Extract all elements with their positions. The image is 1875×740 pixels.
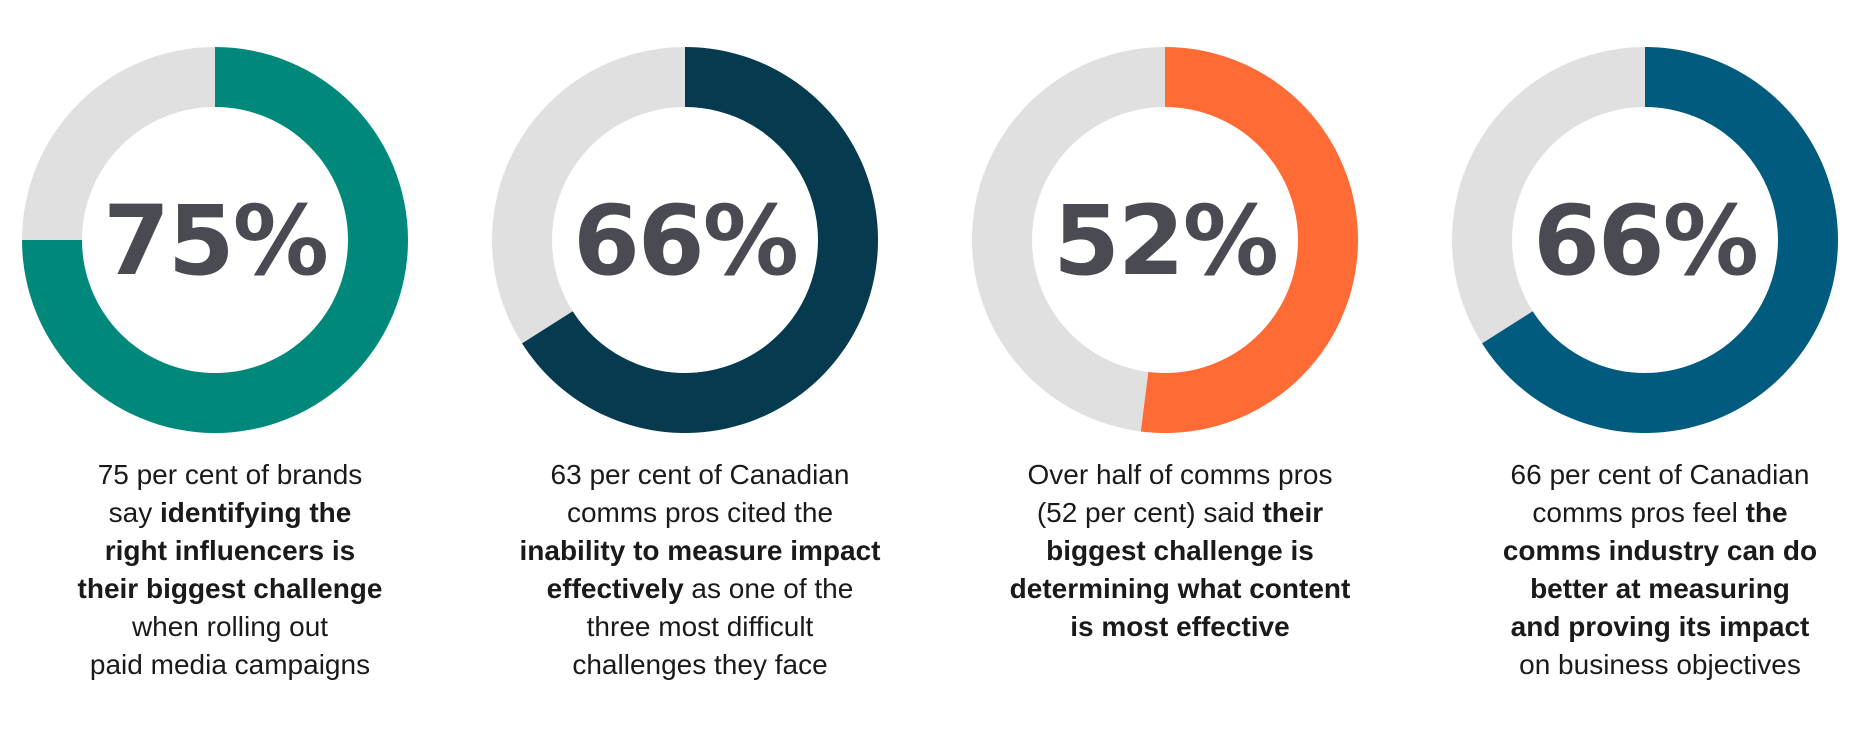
caption-emphasis: identifying the <box>160 497 352 528</box>
caption-text: when rolling out <box>131 611 329 642</box>
caption-emphasis: determining what content <box>1009 573 1351 604</box>
caption-emphasis: and proving its impact <box>1510 611 1810 642</box>
stat-block-4: 66% 66 per cent of Canadian comms pros fe… <box>1430 0 1875 740</box>
caption-text: say <box>108 497 161 528</box>
caption-3: Over half of comms pros (52 per cent) sai… <box>950 456 1410 646</box>
caption-emphasis: biggest challenge is <box>1046 535 1314 566</box>
caption-emphasis: their <box>1262 497 1324 528</box>
caption-emphasis: right influencers is <box>104 535 356 566</box>
caption-emphasis: comms industry can do <box>1502 535 1818 566</box>
caption-text: on business objectives <box>1519 649 1801 680</box>
donut-3-percent-label: 52% <box>1053 185 1277 297</box>
caption-1: 75 per cent of brands say identifying the… <box>0 456 460 684</box>
caption-text: as one of the <box>683 573 854 604</box>
caption-text: 75 per cent of brands <box>97 459 363 490</box>
stat-block-3: 52% Over half of comms pros (52 per cent)… <box>950 0 1410 740</box>
caption-emphasis: better at measuring <box>1530 573 1790 604</box>
caption-emphasis: their biggest challenge <box>77 573 383 604</box>
caption-text: Over half of comms pros <box>1027 459 1333 490</box>
caption-text: comms pros cited the <box>566 497 834 528</box>
donut-chart-1: 75% <box>22 47 408 433</box>
donut-1-percent-label: 75% <box>103 185 327 297</box>
donut-chart-3: 52% <box>971 47 1358 433</box>
donut-3-value-arc <box>1140 47 1358 433</box>
donut-chart-4: 66% <box>1452 47 1838 434</box>
caption-emphasis: effectively <box>546 573 684 604</box>
donut-chart-2: 66% <box>492 47 878 434</box>
donut-2-percent-label: 66% <box>573 185 797 297</box>
caption-text: (52 per cent) said <box>1036 497 1263 528</box>
caption-emphasis: the <box>1745 497 1788 528</box>
donut-3-remainder-arc <box>971 47 1165 432</box>
donut-4-value-arc <box>1482 47 1838 434</box>
stat-block-1: 75% 75 per cent of brands say identifying… <box>0 0 460 740</box>
donut-2-remainder-arc <box>492 47 685 344</box>
caption-emphasis: inability to measure impact <box>519 535 881 566</box>
caption-text: challenges they face <box>572 649 828 680</box>
caption-text: three most difficult <box>586 611 814 642</box>
donut-4-remainder-arc <box>1452 47 1645 344</box>
donut-2-value-arc <box>522 47 878 434</box>
caption-4: 66 per cent of Canadian comms pros feel t… <box>1430 456 1875 684</box>
donut-1-remainder-arc <box>22 47 215 240</box>
caption-text: 63 per cent of Canadian <box>550 459 850 490</box>
caption-2: 63 per cent of Canadian comms pros cited … <box>470 456 930 684</box>
caption-text: paid media campaigns <box>89 649 371 680</box>
donut-4-percent-label: 66% <box>1533 185 1757 297</box>
donut-1-value-arc <box>22 47 408 433</box>
caption-text: 66 per cent of Canadian <box>1510 459 1810 490</box>
caption-text: comms pros feel <box>1532 497 1746 528</box>
stat-block-2: 66% 63 per cent of Canadian comms pros ci… <box>470 0 930 740</box>
caption-emphasis: is most effective <box>1070 611 1290 642</box>
